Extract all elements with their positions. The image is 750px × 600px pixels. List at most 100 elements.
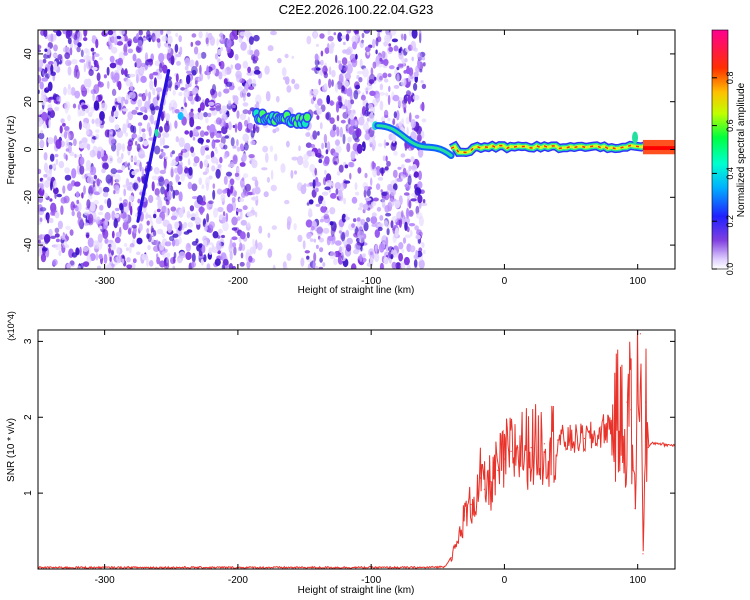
noise-speckle bbox=[83, 185, 86, 195]
noise-speckle bbox=[163, 160, 167, 171]
noise-speckle bbox=[202, 239, 208, 247]
noise-speckle bbox=[200, 51, 207, 59]
noise-speckle bbox=[223, 144, 228, 150]
noise-speckle bbox=[319, 257, 323, 263]
noise-speckle bbox=[404, 58, 408, 63]
colorbar-tick-label: 0.0 bbox=[725, 263, 735, 276]
noise-speckle bbox=[346, 63, 353, 75]
noise-speckle bbox=[390, 30, 397, 36]
noise-speckle bbox=[394, 227, 399, 238]
noise-speckle bbox=[393, 45, 399, 52]
noise-speckle bbox=[267, 45, 274, 52]
noise-speckle bbox=[365, 30, 370, 34]
noise-speckle bbox=[319, 237, 324, 243]
noise-speckle bbox=[407, 175, 412, 186]
noise-speckle bbox=[265, 152, 269, 163]
noise-speckle bbox=[185, 251, 192, 261]
noise-speckle bbox=[119, 197, 123, 202]
noise-speckle bbox=[63, 130, 68, 139]
noise-speckle bbox=[201, 184, 205, 190]
noise-speckle bbox=[207, 203, 213, 208]
y-tick-label: 0 bbox=[23, 146, 34, 152]
noise-speckle bbox=[239, 143, 244, 151]
noise-speckle bbox=[136, 143, 141, 153]
noise-speckle bbox=[314, 181, 322, 187]
noise-speckle bbox=[116, 169, 123, 173]
noise-speckle bbox=[248, 255, 253, 263]
noise-speckle bbox=[189, 205, 195, 212]
noise-speckle bbox=[206, 213, 210, 223]
snr-point bbox=[623, 454, 626, 456]
noise-speckle bbox=[166, 183, 170, 193]
noise-speckle bbox=[50, 33, 54, 43]
noise-speckle bbox=[387, 73, 392, 78]
noise-speckle bbox=[178, 137, 185, 148]
noise-speckle bbox=[206, 65, 209, 75]
noise-speckle bbox=[335, 145, 342, 154]
noise-speckle bbox=[374, 253, 380, 263]
noise-speckle bbox=[270, 30, 277, 36]
noise-speckle bbox=[71, 210, 75, 217]
noise-speckle bbox=[137, 122, 143, 127]
noise-speckle bbox=[53, 187, 59, 195]
noise-speckle bbox=[185, 242, 191, 252]
noise-speckle bbox=[187, 181, 193, 190]
noise-speckle bbox=[379, 92, 386, 96]
noise-speckle bbox=[369, 90, 376, 97]
noise-speckle bbox=[195, 60, 199, 68]
noise-speckle bbox=[384, 166, 389, 171]
streak-highlight bbox=[154, 128, 159, 137]
noise-speckle bbox=[326, 236, 331, 246]
noise-speckle bbox=[43, 30, 48, 38]
noise-speckle bbox=[180, 79, 183, 86]
noise-speckle bbox=[93, 100, 100, 111]
noise-speckle bbox=[127, 111, 133, 121]
noise-speckle bbox=[116, 246, 120, 255]
noise-speckle bbox=[379, 83, 384, 91]
noise-speckle bbox=[251, 78, 257, 89]
noise-speckle bbox=[76, 199, 80, 204]
noise-speckle bbox=[81, 192, 84, 199]
snr-y-label: SNR (10 * v/v) bbox=[6, 418, 17, 482]
noise-speckle bbox=[323, 213, 330, 220]
noise-speckle bbox=[367, 103, 374, 110]
noise-speckle bbox=[160, 151, 166, 157]
noise-speckle bbox=[291, 78, 296, 84]
noise-speckle bbox=[199, 160, 203, 169]
noise-speckle bbox=[249, 49, 254, 56]
noise-speckle bbox=[397, 166, 402, 170]
noise-speckle bbox=[148, 194, 154, 204]
noise-speckle bbox=[79, 156, 85, 166]
noise-speckle bbox=[314, 167, 318, 176]
noise-speckle bbox=[158, 126, 163, 133]
snr-point bbox=[642, 553, 644, 555]
noise-speckle bbox=[190, 146, 195, 153]
noise-speckle bbox=[215, 168, 221, 179]
noise-speckle bbox=[239, 209, 243, 220]
noise-speckle bbox=[109, 55, 115, 63]
noise-speckle bbox=[205, 154, 211, 160]
noise-speckle bbox=[223, 258, 229, 266]
noise-speckle bbox=[397, 97, 404, 108]
noise-speckle bbox=[270, 169, 274, 180]
noise-speckle bbox=[250, 130, 255, 138]
noise-speckle bbox=[214, 53, 219, 60]
noise-speckle bbox=[383, 256, 389, 265]
noise-speckle bbox=[174, 84, 179, 91]
noise-speckle bbox=[141, 128, 146, 133]
noise-speckle bbox=[113, 256, 119, 266]
noise-speckle bbox=[121, 143, 125, 152]
snr-point bbox=[645, 401, 647, 403]
noise-speckle bbox=[91, 66, 98, 71]
noise-speckle bbox=[320, 205, 327, 213]
noise-speckle bbox=[291, 156, 299, 161]
noise-speckle bbox=[146, 228, 150, 234]
noise-speckle bbox=[220, 136, 226, 145]
noise-speckle bbox=[150, 105, 156, 116]
noise-speckle bbox=[198, 243, 203, 249]
noise-speckle bbox=[139, 161, 142, 172]
noise-speckle bbox=[174, 167, 179, 174]
noise-speckle bbox=[95, 253, 99, 261]
noise-speckle bbox=[346, 243, 352, 252]
spectrogram-y-axis: -40 -20 0 20 40 bbox=[23, 48, 675, 252]
